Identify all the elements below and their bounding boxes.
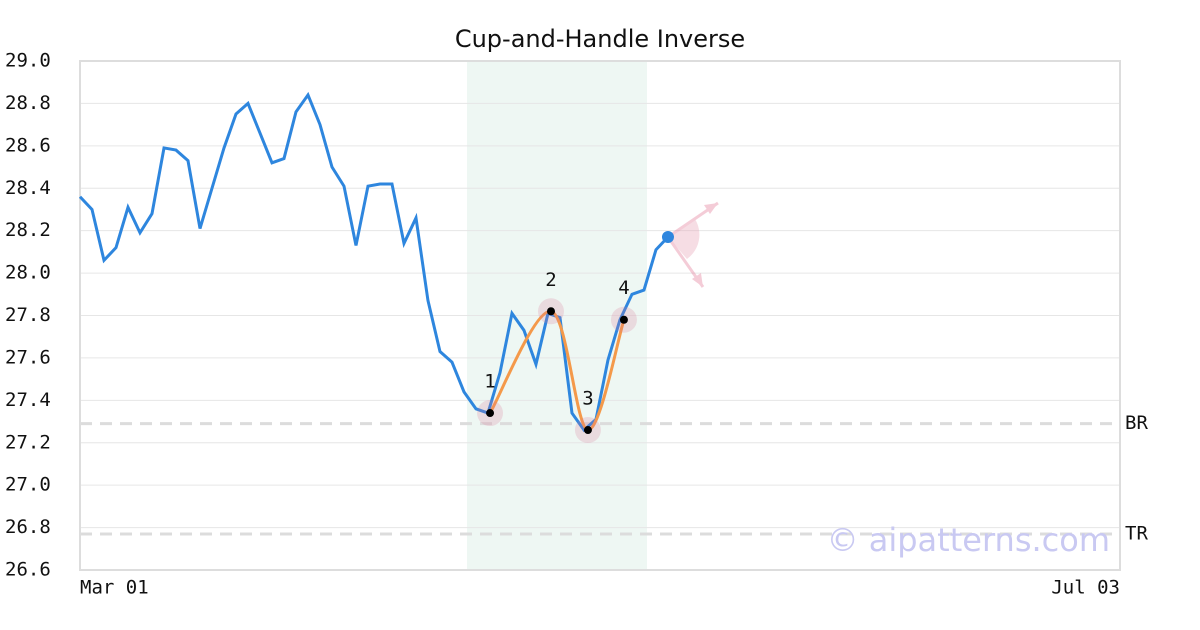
- pattern-point: [546, 307, 555, 316]
- pattern-label: 2: [545, 269, 556, 291]
- y-tick-label: 29.0: [5, 50, 51, 72]
- watermark: © aipatterns.com: [827, 521, 1110, 559]
- y-tick-label: 28.6: [5, 134, 51, 156]
- y-tick-label: 28.2: [5, 219, 51, 241]
- plot-frame: [79, 60, 1121, 571]
- y-tick-label: 28.0: [5, 262, 51, 284]
- y-tick-label: 28.4: [5, 177, 51, 199]
- y-tick-label: 26.6: [5, 559, 51, 581]
- direction-indicator: [666, 201, 719, 288]
- chart-title: Cup-and-Handle Inverse: [455, 25, 745, 53]
- pattern-label: 4: [618, 277, 629, 299]
- arrow-head-down: [691, 273, 703, 288]
- y-tick-label: 27.6: [5, 346, 51, 368]
- price-line: [78, 91, 670, 433]
- y-tick-label: 26.8: [5, 516, 51, 538]
- pattern-point: [486, 409, 495, 418]
- arrow-down: [666, 236, 705, 288]
- arrow-up: [667, 201, 719, 239]
- level-label: BR: [1125, 412, 1148, 434]
- last-point: [661, 231, 674, 244]
- direction-wedge: [667, 219, 700, 260]
- y-tick-label: 27.8: [5, 304, 51, 326]
- pattern-point: [583, 426, 592, 435]
- y-tick-label: 27.4: [5, 389, 51, 411]
- y-tick-label: 27.0: [5, 474, 51, 496]
- y-tick-label: 27.2: [5, 431, 51, 453]
- pattern-point: [619, 315, 628, 324]
- pattern-label: 3: [582, 388, 593, 410]
- x-tick-label: Mar 01: [80, 577, 149, 599]
- pattern-curve: [488, 309, 626, 432]
- arrow-head-up: [703, 203, 718, 215]
- pattern-label: 1: [484, 371, 495, 393]
- level-label: TR: [1125, 522, 1148, 544]
- x-tick-label: Jul 03: [1051, 577, 1120, 599]
- y-tick-label: 28.8: [5, 92, 51, 114]
